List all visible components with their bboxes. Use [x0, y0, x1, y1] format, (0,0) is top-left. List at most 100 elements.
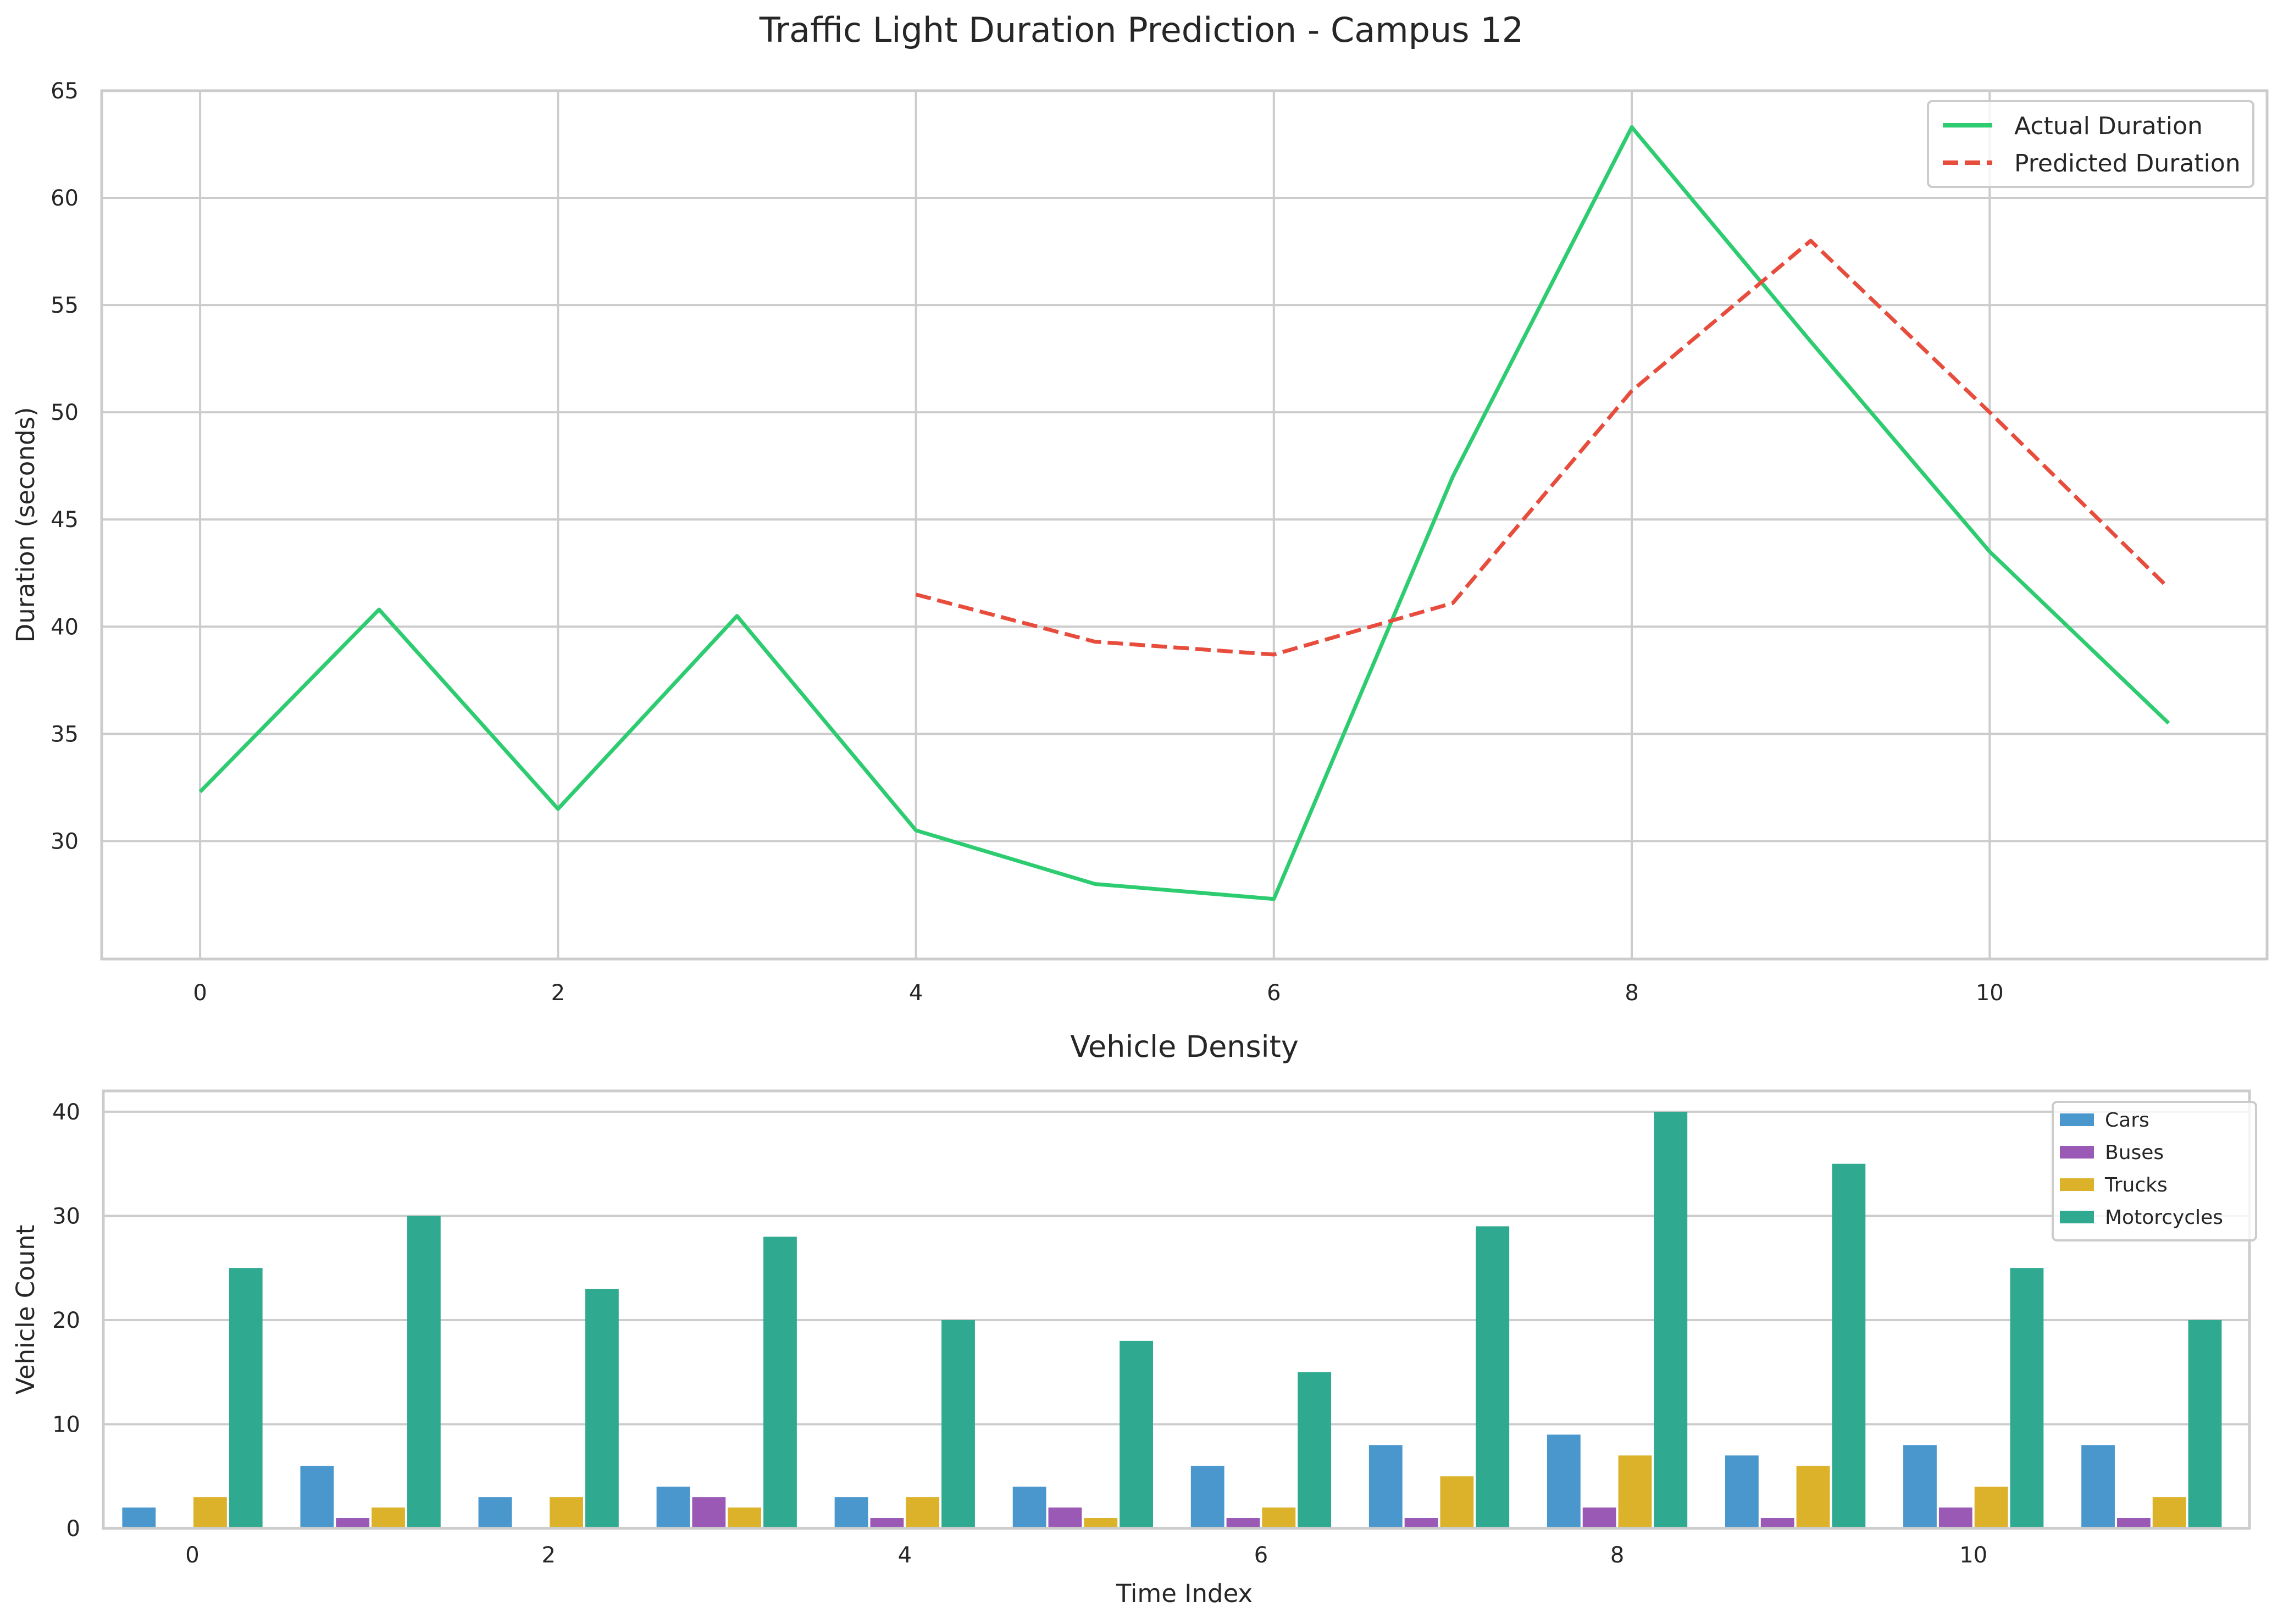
bar-buses: [870, 1518, 904, 1528]
bar-motorcycles: [2010, 1268, 2044, 1528]
vehicle-density-x-axis-label: Time Index: [1116, 1579, 1253, 1608]
bar-cars: [834, 1497, 868, 1528]
legend-label-predicted-duration: Predicted Duration: [2014, 149, 2241, 178]
vehicle-density-x-tick-label: 8: [1610, 1543, 1624, 1568]
duration-plot-frame: [100, 89, 2269, 961]
bar-cars: [300, 1466, 334, 1528]
vehicle-density-legend: Cars Buses Trucks Motorcycles: [2052, 1101, 2257, 1241]
duration-x-tick-label: 4: [909, 980, 923, 1006]
bar-buses: [1938, 1507, 1972, 1528]
legend-label-trucks: Trucks: [2104, 1174, 2168, 1196]
vehicle-density-tick-labels: 0 10 20 30 40 0 2 4 6 8 10: [52, 1100, 1987, 1568]
legend-swatch-motorcycles: [2060, 1211, 2094, 1223]
bar-cars: [2081, 1445, 2115, 1528]
duration-x-tick-label: 6: [1267, 980, 1281, 1006]
bar-buses: [692, 1497, 726, 1528]
bar-motorcycles: [941, 1320, 975, 1528]
legend-label-cars: Cars: [2105, 1109, 2149, 1132]
duration-x-tick-label: 2: [551, 980, 565, 1006]
vehicle-density-legend-box: [2052, 1101, 2257, 1241]
vehicle-density-x-tick-label: 2: [541, 1543, 555, 1568]
duration-y-tick-label: 35: [51, 722, 79, 747]
bar-buses: [1582, 1507, 1616, 1528]
vehicle-density-y-tick-label: 10: [52, 1412, 80, 1437]
bar-trucks: [1974, 1487, 2008, 1528]
duration-y-tick-label: 55: [51, 293, 79, 318]
bar-trucks: [1796, 1466, 1830, 1528]
bar-cars: [478, 1497, 512, 1528]
duration-chart: 0 2 4 6 8 10 30 35 40 45 50 55 60 65 Duration (second…: [11, 79, 2269, 1006]
duration-legend: Actual Duration Predicted Duration: [1927, 100, 2254, 188]
vehicle-density-chart: Vehicle Density 0 10 20 30 40 0 2 4 6 8 10 Time In…: [11, 1029, 2257, 1608]
bar-motorcycles: [229, 1268, 263, 1528]
vehicle-density-x-tick-label: 6: [1254, 1543, 1268, 1568]
legend-swatch-cars: [2060, 1113, 2094, 1126]
series-line-actual-duration: [198, 125, 2170, 901]
duration-y-tick-label: 30: [51, 829, 79, 854]
duration-legend-box: [1927, 100, 2254, 188]
bar-cars: [1190, 1466, 1224, 1528]
bar-trucks: [906, 1497, 940, 1528]
bar-buses: [1226, 1518, 1260, 1528]
bar-buses: [1048, 1507, 1082, 1528]
bar-trucks: [2152, 1497, 2186, 1528]
bar-buses: [2116, 1518, 2151, 1528]
bar-cars: [1012, 1487, 1046, 1528]
bar-trucks: [728, 1507, 762, 1528]
legend-swatch-trucks: [2060, 1178, 2094, 1191]
bar-buses: [1404, 1518, 1438, 1528]
bar-motorcycles: [1476, 1226, 1510, 1528]
vehicle-density-x-tick-label: 0: [185, 1543, 199, 1568]
duration-x-tick-label: 0: [193, 980, 207, 1006]
vehicle-density-y-axis-label: Vehicle Count: [11, 1225, 40, 1395]
bar-trucks: [1084, 1518, 1118, 1528]
vehicle-density-bars: [122, 1111, 2222, 1528]
bar-cars: [1368, 1445, 1403, 1528]
bar-cars: [656, 1487, 690, 1528]
bar-motorcycles: [1120, 1340, 1153, 1528]
legend-label-motorcycles: Motorcycles: [2105, 1206, 2223, 1229]
duration-x-tick-label: 8: [1625, 980, 1638, 1006]
duration-y-tick-label: 50: [51, 400, 79, 425]
duration-x-tick-label: 10: [1976, 980, 2004, 1006]
duration-y-tick-label: 40: [51, 614, 79, 640]
bar-trucks: [1262, 1507, 1296, 1528]
duration-y-tick-label: 45: [51, 507, 79, 533]
legend-swatch-buses: [2060, 1146, 2094, 1159]
bar-trucks: [372, 1507, 405, 1528]
vehicle-density-x-tick-label: 10: [1959, 1543, 1987, 1568]
vehicle-density-y-tick-label: 0: [67, 1516, 80, 1542]
bar-motorcycles: [1654, 1111, 1688, 1528]
bar-motorcycles: [1832, 1163, 1866, 1528]
vehicle-density-y-tick-label: 30: [52, 1204, 80, 1229]
bar-motorcycles: [407, 1216, 441, 1528]
bar-motorcycles: [763, 1237, 797, 1528]
bar-buses: [1760, 1518, 1794, 1528]
bar-cars: [1725, 1455, 1759, 1528]
legend-label-actual-duration: Actual Duration: [2014, 112, 2203, 140]
duration-tick-labels: 0 2 4 6 8 10 30 35 40 45 50 55 60 65: [51, 79, 2004, 1006]
bar-trucks: [550, 1497, 583, 1528]
bar-trucks: [193, 1497, 227, 1528]
vehicle-density-plot-frame: [102, 1089, 2251, 1530]
bar-motorcycles: [1298, 1372, 1332, 1528]
vehicle-density-title: Vehicle Density: [1070, 1029, 1299, 1064]
duration-y-axis-label: Duration (seconds): [11, 407, 40, 643]
bar-cars: [122, 1507, 156, 1528]
bar-buses: [336, 1518, 370, 1528]
vehicle-density-x-tick-label: 4: [898, 1543, 912, 1568]
vehicle-density-y-tick-label: 20: [52, 1308, 80, 1333]
figure-title: Traffic Light Duration Prediction - Camp…: [759, 10, 1523, 50]
series-line-predicted-duration: [915, 239, 2170, 657]
bar-trucks: [1618, 1455, 1652, 1528]
duration-series: [198, 125, 2170, 901]
bar-cars: [1903, 1445, 1937, 1528]
duration-y-tick-label: 60: [51, 186, 79, 211]
bar-trucks: [1440, 1476, 1474, 1528]
vehicle-density-y-tick-label: 40: [52, 1100, 80, 1125]
bar-motorcycles: [2188, 1320, 2222, 1528]
bar-cars: [1547, 1434, 1581, 1528]
legend-label-buses: Buses: [2105, 1141, 2164, 1164]
bar-motorcycles: [585, 1289, 619, 1528]
